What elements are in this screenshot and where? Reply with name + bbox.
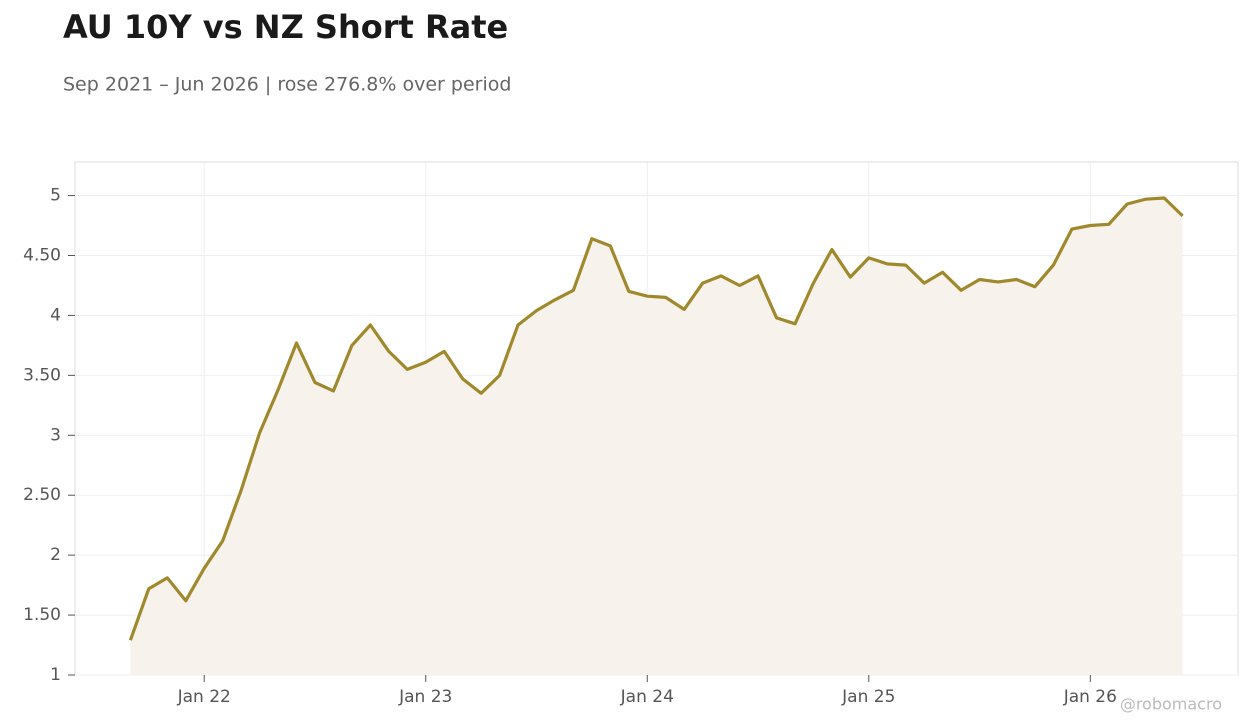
- chart-title: AU 10Y vs NZ Short Rate: [63, 8, 508, 46]
- line: [128, 196, 1184, 641]
- y-tick-label: 1.50: [23, 605, 61, 625]
- y-tick-label: 1: [50, 665, 61, 685]
- y-tick-label: 2: [50, 545, 61, 565]
- x-tick-label: Jan 25: [841, 687, 895, 707]
- area: [130, 198, 1183, 675]
- y-tick-label: 5: [50, 186, 61, 206]
- y-tick-label: 3: [50, 425, 61, 445]
- y-tick-label: 4.50: [23, 245, 61, 265]
- x-tick-label: Jan 24: [620, 687, 674, 707]
- y-tick-label: 4: [50, 305, 61, 325]
- chart-subtitle: Sep 2021 – Jun 2026 | rose 276.8% over p…: [63, 74, 511, 96]
- watermark: @robomacro: [1120, 695, 1222, 714]
- x-tick-label: Jan 22: [177, 687, 231, 707]
- y-tick-label: 3.50: [23, 365, 61, 385]
- x-tick-label: Jan 23: [398, 687, 452, 707]
- x-tick-label: Jan 26: [1063, 687, 1117, 707]
- y-tick-label: 2.50: [23, 485, 61, 505]
